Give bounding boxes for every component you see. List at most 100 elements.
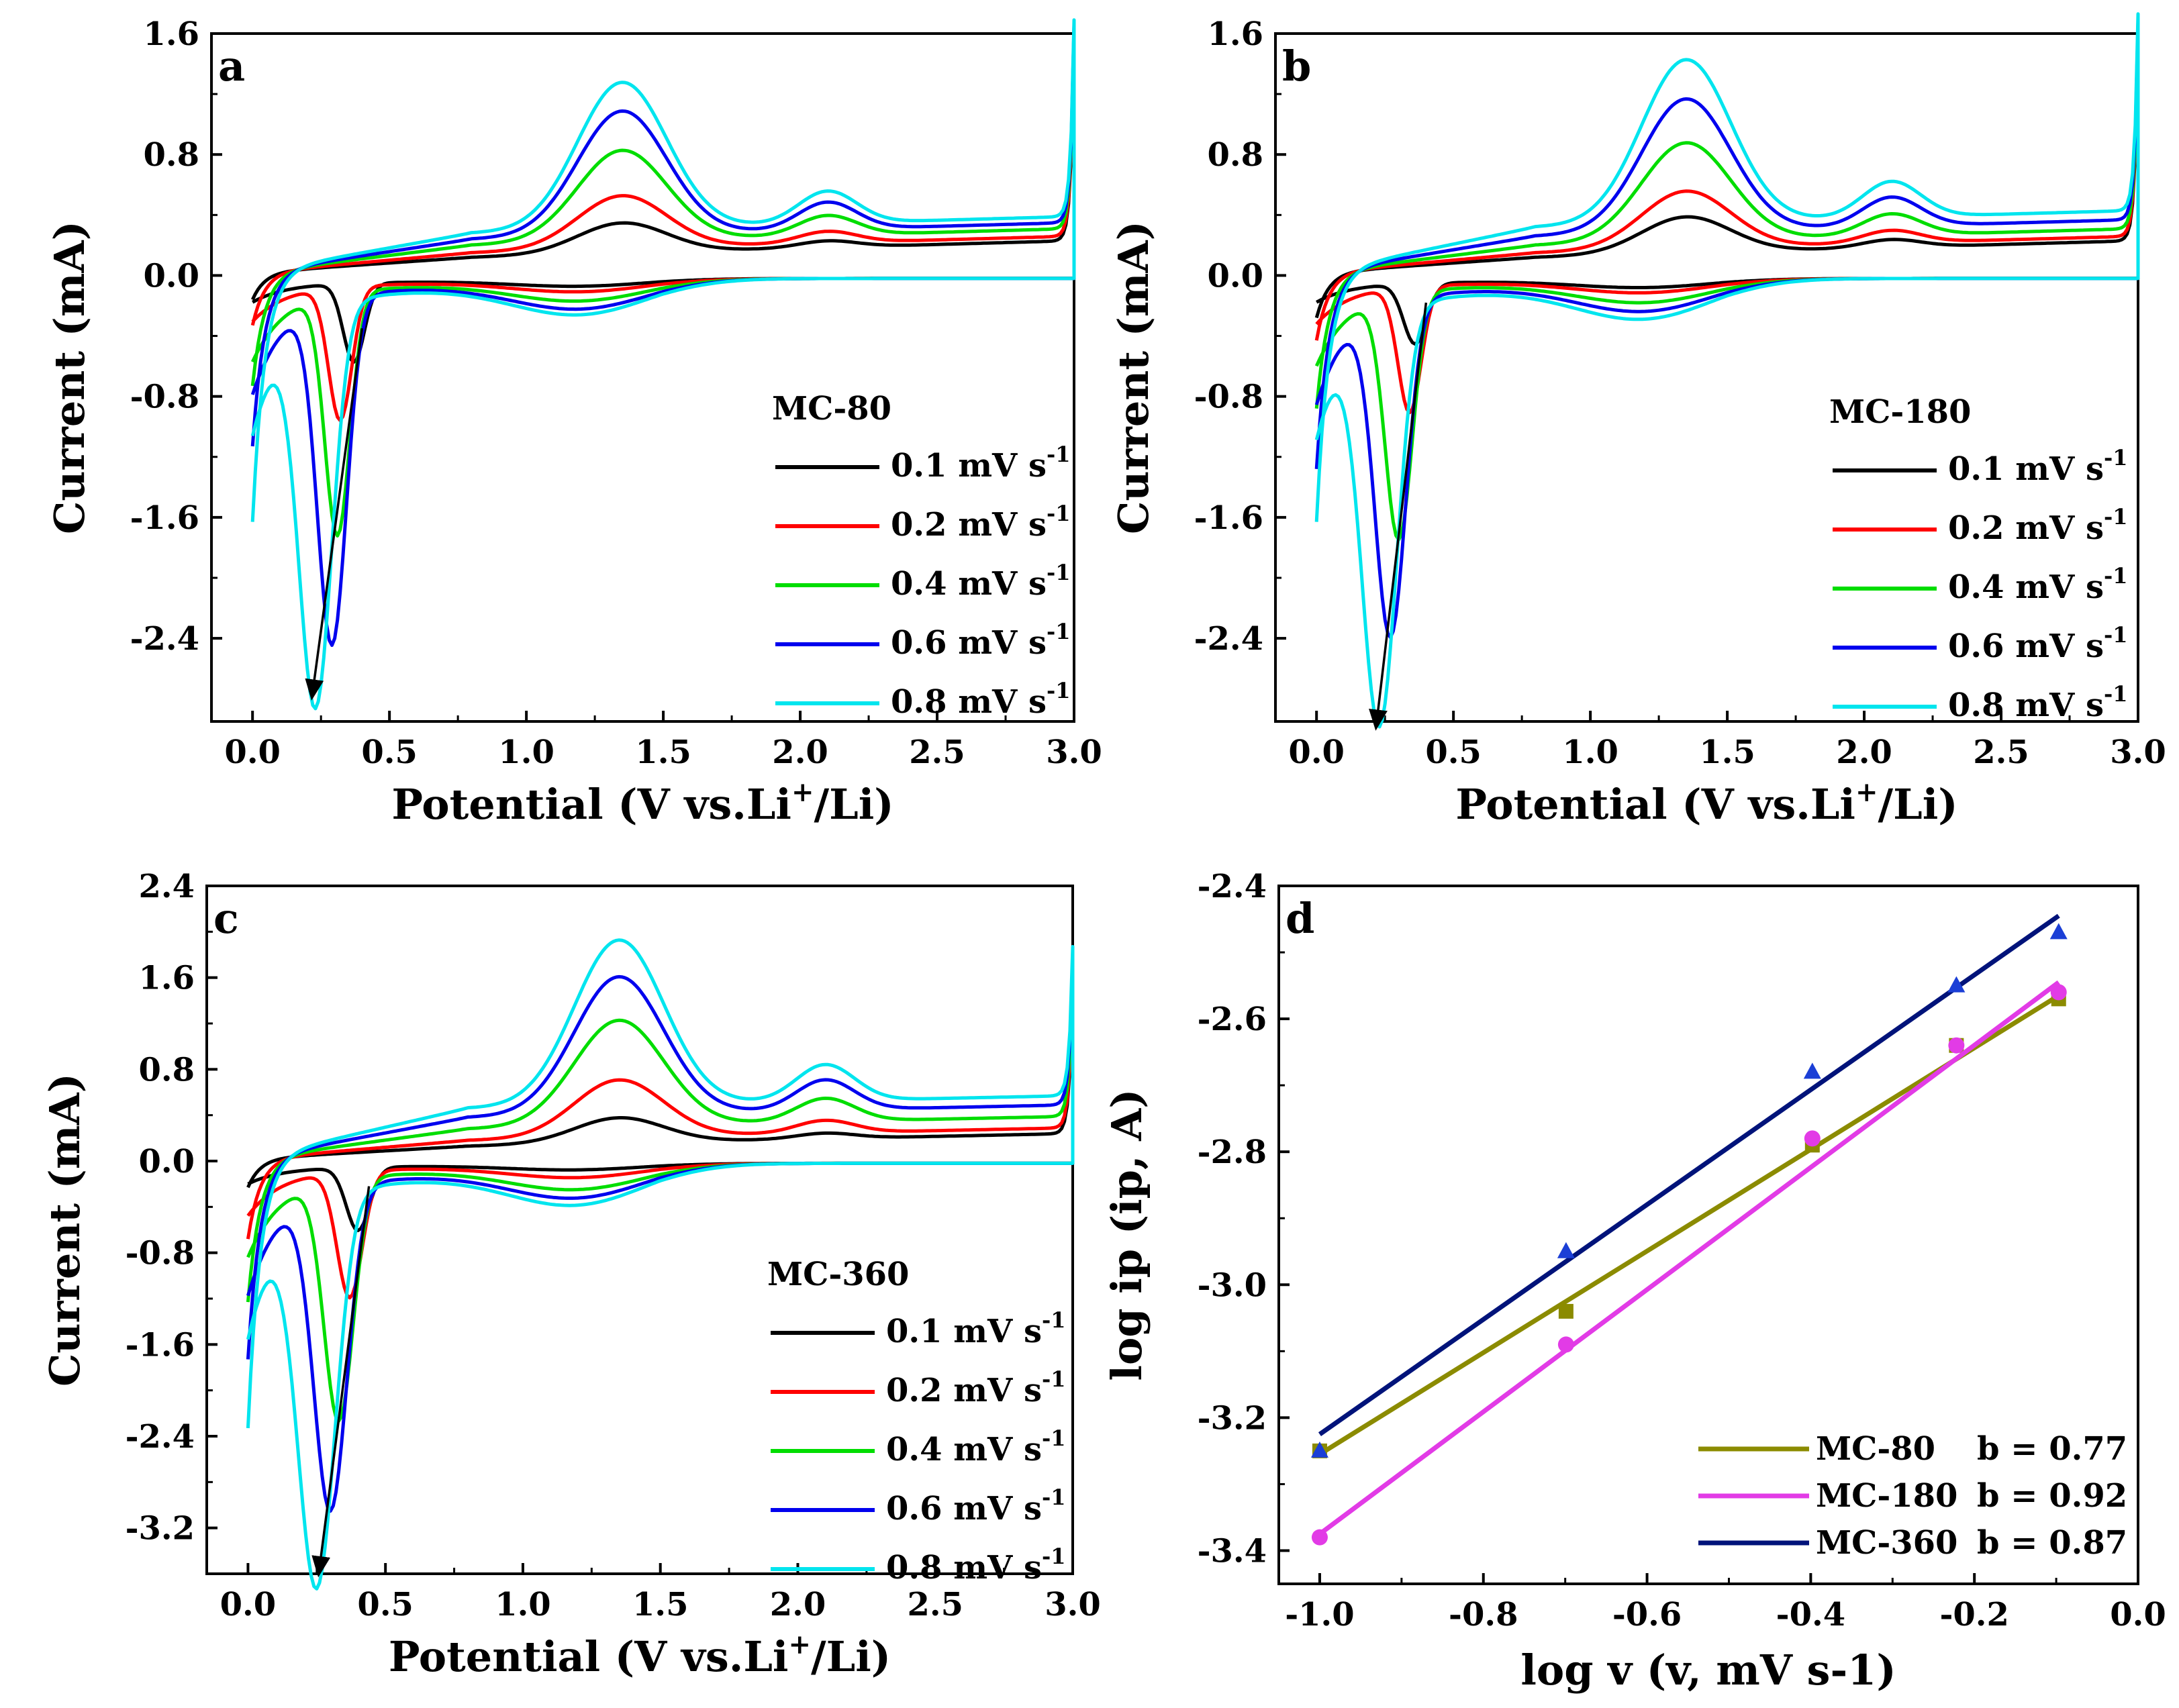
panel-a: 0.0 0.5 1.0 1.5 2.0 2.5 3.0 1.6 0.8 0.0 -0.8 -1.6 -2… xyxy=(45,15,1102,829)
cv-curve-0-8-mV-s-1 xyxy=(1314,12,2140,729)
y-tick-label: -1.6 xyxy=(1194,499,1263,537)
panel-letter: c xyxy=(213,894,239,943)
legend-label-sup: -1 xyxy=(1047,442,1071,467)
legend-label-main: 0.6 mV s xyxy=(891,624,1047,662)
legend-label-main: 0.2 mV s xyxy=(891,506,1047,544)
y-tick-label: 0.8 xyxy=(138,1051,195,1089)
y-tick-label: -0.8 xyxy=(1194,379,1263,416)
legend-label: MC-180 xyxy=(1816,1477,1957,1515)
legend-label: 0.4 mV s-1 xyxy=(1948,563,2128,606)
x-tick-label: 2.5 xyxy=(1973,734,2029,771)
legend-title: MC-80 xyxy=(772,390,891,428)
legend-title: MC-360 xyxy=(767,1256,909,1293)
y-tick-label: -2.4 xyxy=(1198,868,1267,905)
y-axis-label: log ip (ip, A) xyxy=(1102,1089,1151,1380)
y-tick-label: -1.6 xyxy=(130,499,199,537)
legend-label-sup: -1 xyxy=(1047,619,1071,644)
x-tick-label: 1.5 xyxy=(1699,734,1755,771)
x-tick-label: 2.0 xyxy=(1836,734,1892,771)
legend-label: 0.4 mV s-1 xyxy=(891,560,1071,603)
legend-label: 0.8 mV s-1 xyxy=(891,678,1071,721)
y-tick-label: -3.0 xyxy=(1198,1266,1267,1304)
cv-curve-0-1-mV-s-1 xyxy=(250,42,1076,364)
x-tick-label: 2.5 xyxy=(909,734,965,771)
x-tick-label: 0.5 xyxy=(361,734,418,771)
panel-b: 0.0 0.5 1.0 1.5 2.0 2.5 3.0 1.6 0.8 0.0 -0.8 -1.6 -2… xyxy=(1109,12,2166,829)
legend-label: 0.4 mV s-1 xyxy=(886,1425,1066,1468)
legend-label-sup: -1 xyxy=(1042,1366,1066,1392)
panel-letter: b xyxy=(1282,42,1311,91)
legend-b-value: b = 0.92 xyxy=(1977,1477,2127,1515)
legend-label: MC-360 xyxy=(1816,1524,1957,1562)
x-tick-label: -0.8 xyxy=(1449,1596,1518,1634)
x-axis-label-sup: + xyxy=(1855,776,1878,808)
y-tick-label: 1.6 xyxy=(138,960,195,997)
legend-label: 0.6 mV s-1 xyxy=(886,1485,1066,1527)
y-tick-label: -3.2 xyxy=(126,1510,195,1548)
data-point-triangle xyxy=(1803,1062,1821,1079)
data-point-triangle xyxy=(2049,923,2068,940)
x-tick-label: 0.0 xyxy=(220,1586,277,1623)
legend-label: 0.6 mV s-1 xyxy=(891,619,1071,662)
data-point-triangle xyxy=(1310,1441,1328,1458)
x-tick-label: 0.0 xyxy=(2110,1596,2166,1634)
panel-d: -1.0 -0.8 -0.6 -0.4 -0.2 0.0 -2.4 -2.6 -2.8 -3.0 -… xyxy=(1102,868,2166,1695)
x-axis-label: Potential (V vs.Li+/Li) xyxy=(1455,776,1957,829)
x-axis-label-main: Potential (V vs.Li xyxy=(1455,780,1855,829)
panel-c: 0.0 0.5 1.0 1.5 2.0 2.5 3.0 2.4 1.6 0.8 0.0 -0.8 -1.… xyxy=(40,868,1101,1681)
scan-rate-arrow xyxy=(305,328,364,701)
legend-label: MC-80 xyxy=(1816,1430,1935,1468)
plot-frame xyxy=(205,885,1074,1575)
legend-label-sup: -1 xyxy=(2104,445,2128,470)
legend-label-main: 0.8 mV s xyxy=(886,1549,1042,1587)
y-tick-label: 0.0 xyxy=(1207,257,1263,295)
y-tick-label: -2.6 xyxy=(1198,1001,1267,1038)
cv-curve-0-8-mV-s-1 xyxy=(250,18,1076,711)
x-tick-label: 1.5 xyxy=(632,1586,689,1623)
legend-label: 0.1 mV s-1 xyxy=(891,442,1071,485)
x-tick-label: 2.5 xyxy=(907,1586,963,1623)
legend-label-main: 0.8 mV s xyxy=(891,683,1047,721)
panel-letter: a xyxy=(218,42,245,91)
legend-b-value: b = 0.77 xyxy=(1977,1430,2127,1468)
legend-label-sup: -1 xyxy=(1047,678,1071,703)
y-tick-label: -2.8 xyxy=(1198,1134,1267,1171)
y-tick-label: 1.6 xyxy=(1207,15,1263,53)
y-axis-label: Current (mA) xyxy=(45,221,94,534)
cv-curve-0-6-mV-s-1 xyxy=(246,954,1075,1513)
legend-label-sup: -1 xyxy=(1042,1544,1066,1569)
legend-label: 0.8 mV s-1 xyxy=(886,1544,1066,1587)
legend-label-main: 0.1 mV s xyxy=(1948,450,2104,488)
legend-label-main: 0.4 mV s xyxy=(886,1431,1042,1468)
data-point-circle xyxy=(1804,1130,1821,1147)
legend-label-main: 0.2 mV s xyxy=(1948,509,2104,547)
legend-title: MC-180 xyxy=(1829,393,1971,431)
x-tick-label: 0.0 xyxy=(1288,734,1345,771)
legend-label-main: 0.6 mV s xyxy=(1948,627,2104,665)
legend-label-main: 0.1 mV s xyxy=(886,1313,1042,1350)
legend-label-sup: -1 xyxy=(2104,504,2128,530)
cv-curve-0-6-mV-s-1 xyxy=(250,24,1076,647)
x-axis-label-tail: /Li) xyxy=(814,780,894,829)
x-tick-label: 3.0 xyxy=(1045,1586,1101,1623)
legend-label-sup: -1 xyxy=(1042,1425,1066,1451)
legend-label-sup: -1 xyxy=(1047,501,1071,526)
legend-label-main: 0.2 mV s xyxy=(886,1372,1042,1409)
legend-label-sup: -1 xyxy=(1042,1485,1066,1510)
y-tick-label: -1.6 xyxy=(126,1326,195,1364)
x-tick-label: 0.5 xyxy=(357,1586,414,1623)
panel-letter: d xyxy=(1286,894,1314,943)
scan-rate-arrow xyxy=(311,1186,371,1578)
x-axis-label-tail: /Li) xyxy=(1878,780,1958,829)
plot-frame xyxy=(210,32,1075,723)
legend-label-sup: -1 xyxy=(1047,560,1071,585)
legend-label-sup: -1 xyxy=(2104,622,2128,648)
legend-b-value: b = 0.87 xyxy=(1977,1524,2127,1562)
legend-label-main: 0.4 mV s xyxy=(1948,568,2104,606)
y-tick-label: -2.4 xyxy=(1194,620,1263,658)
scan-rate-arrow xyxy=(1369,302,1428,731)
y-tick-label: -0.8 xyxy=(126,1235,195,1272)
data-point-triangle xyxy=(1557,1242,1575,1258)
y-tick-label: -2.4 xyxy=(130,620,199,658)
